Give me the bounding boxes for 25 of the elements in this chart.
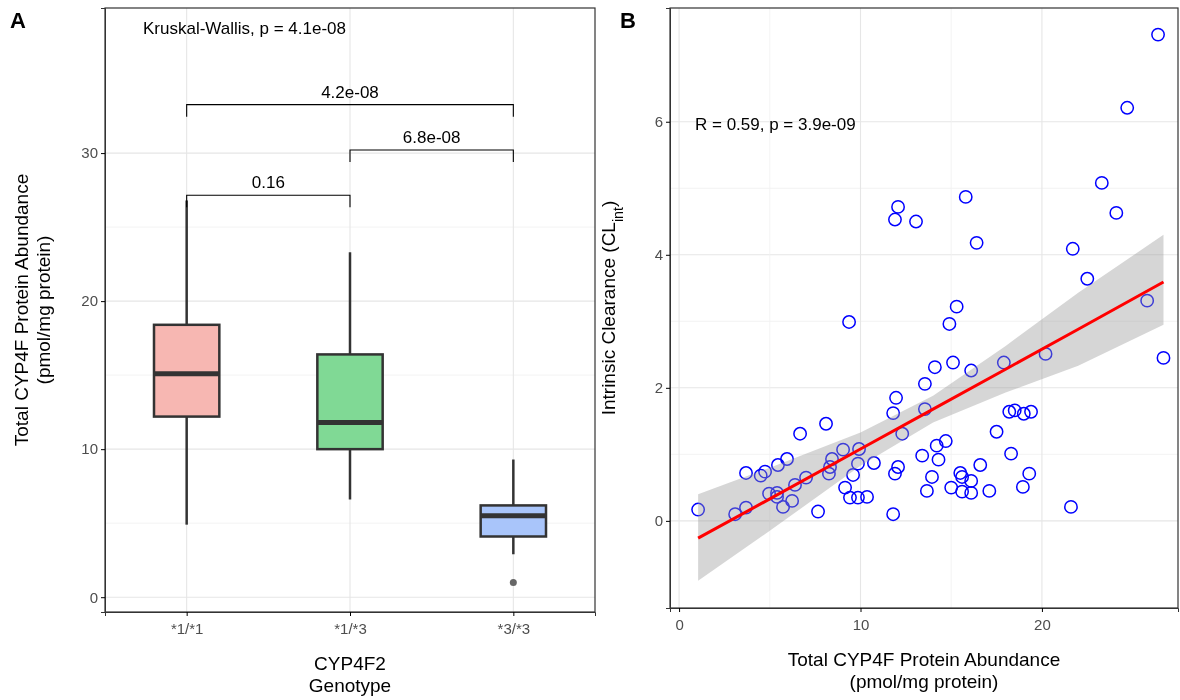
x-tick-label: *3/*3 bbox=[497, 620, 531, 637]
y-tick-label: 10 bbox=[81, 440, 98, 458]
y-axis-title: Total CYP4F Protein Abundance (pmol/mg protein) bbox=[11, 173, 54, 447]
annotation: 0.16 bbox=[251, 173, 285, 193]
annotation: R = 0.59, p = 3.9e-09 bbox=[695, 115, 856, 134]
x-tick-label: *1/*1 bbox=[170, 620, 204, 637]
x-tick-label: *1/*3 bbox=[334, 620, 367, 637]
annotation: Kruskal-Wallis, p = 4.1e-08 bbox=[143, 19, 346, 38]
y-tick-label: 30 bbox=[81, 144, 98, 162]
y-tick-label: 6 bbox=[654, 113, 663, 131]
y-tick-label: 0 bbox=[654, 512, 663, 530]
x-axis-title: Total CYP4F Protein Abundance (pmol/mg protein) bbox=[787, 649, 1061, 692]
y-tick-label: 20 bbox=[81, 292, 98, 310]
x-tick-label: 10 bbox=[852, 616, 870, 633]
x-tick-label: 20 bbox=[1034, 616, 1051, 633]
chart-title: A bbox=[10, 8, 26, 33]
y-tick-label: 0 bbox=[89, 588, 98, 606]
x-axis-title: CYP4F2 Genotype bbox=[308, 653, 392, 696]
chart-title: B bbox=[620, 8, 636, 33]
x-tick-label: 0 bbox=[675, 616, 684, 633]
line-series bbox=[696, 280, 1165, 540]
y-tick-label: 4 bbox=[654, 246, 663, 264]
annotation: 4.2e-08 bbox=[321, 82, 379, 102]
y-tick-label: 2 bbox=[654, 379, 663, 397]
annotation: 6.8e-08 bbox=[402, 127, 461, 147]
